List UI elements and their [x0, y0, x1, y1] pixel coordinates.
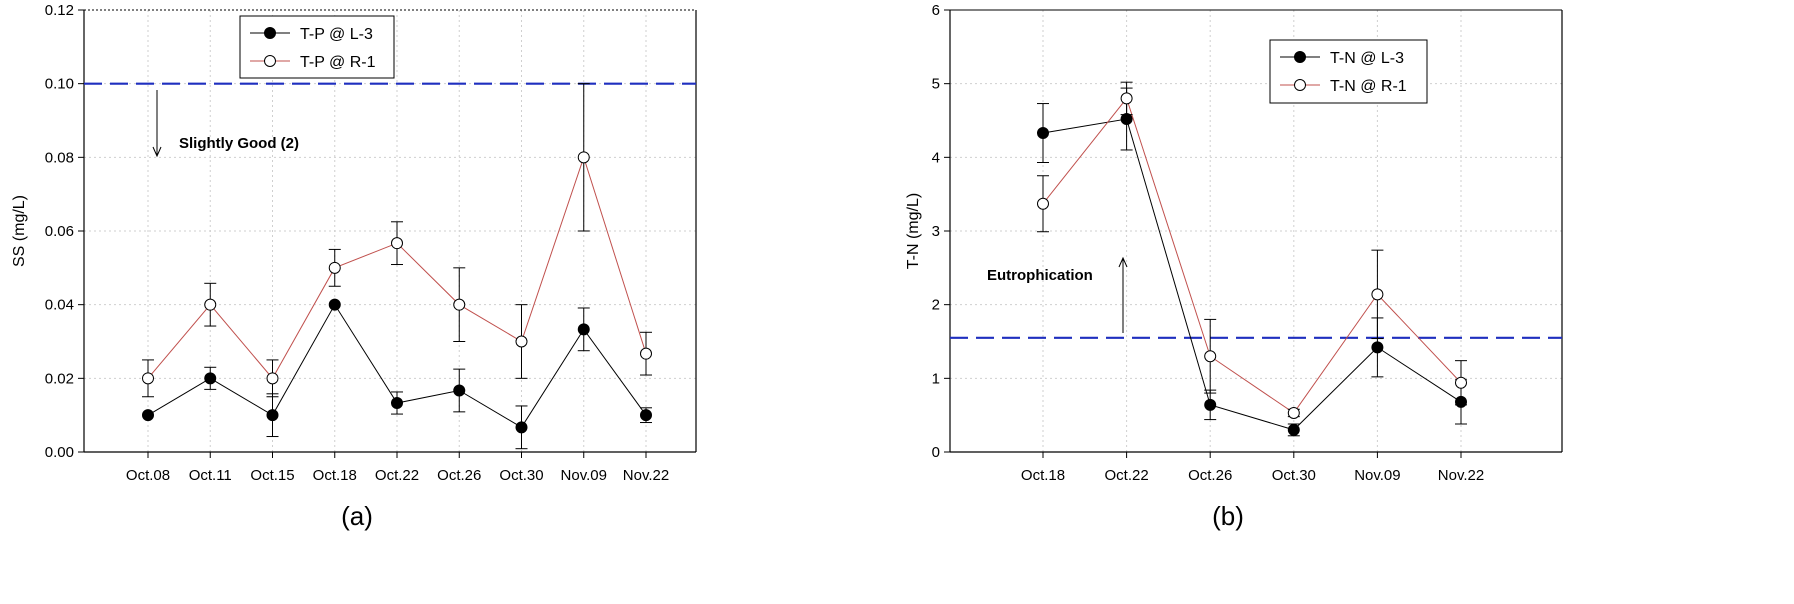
data-point	[328, 261, 341, 274]
x-tick-label: Nov.09	[561, 467, 607, 484]
x-tick-label: Oct.22	[1105, 467, 1149, 484]
data-point	[515, 335, 528, 348]
legend-label: T-N @ L-3	[1330, 50, 1404, 67]
y-tick-label: 1	[932, 370, 940, 387]
y-tick-label: 3	[932, 223, 940, 240]
data-point	[1287, 406, 1300, 419]
legend-label: T-P @ R-1	[300, 54, 376, 71]
legend-box	[1269, 39, 1428, 104]
x-tick-label: Oct.30	[499, 467, 543, 484]
data-point	[142, 409, 154, 422]
data-point	[328, 298, 341, 311]
legend-marker	[264, 27, 276, 39]
y-tick-label: 0.12	[45, 2, 74, 19]
x-tick-label: Oct.26	[1188, 467, 1232, 484]
annotation-label: Slightly Good (2)	[179, 135, 299, 152]
legend-marker	[264, 55, 276, 67]
series-line-1	[1042, 118, 1462, 431]
annotation-label: Eutrophication	[987, 267, 1093, 284]
data-point	[391, 397, 403, 410]
data-point	[1120, 92, 1133, 105]
x-tick-label: Oct.18	[313, 467, 357, 484]
data-point	[204, 298, 217, 311]
x-tick-label: Oct.08	[126, 467, 170, 484]
data-point	[1287, 423, 1300, 436]
data-point	[640, 409, 652, 422]
y-tick-label: 5	[932, 76, 940, 93]
data-point	[640, 347, 652, 360]
series-line-2	[1042, 97, 1462, 414]
data-point	[204, 372, 217, 385]
data-point	[1455, 376, 1467, 389]
x-tick-label: Nov.22	[623, 467, 669, 484]
data-point	[1037, 197, 1049, 210]
y-tick-label: 0.04	[45, 297, 74, 314]
legend-box	[239, 15, 395, 79]
data-point	[1120, 113, 1133, 126]
y-tick-label: 0	[932, 444, 940, 461]
annotation-arrow-head	[1118, 256, 1128, 268]
y-tick-label: 0.02	[45, 370, 74, 387]
chart-panel-a: 0.00 0.02 0.04 0.06 0.08 0.10 0.12 Oct.08 Oct.11…	[11, 2, 697, 531]
y-tick-label: 4	[932, 149, 940, 166]
chart-panel-b: 0 1 2 3 4 5 6 Oct.18 Oct.22 Oct.26 Oct.30 Nov.09 Nov…	[905, 2, 1563, 531]
data-point	[266, 409, 279, 422]
panel-caption: (b)	[1212, 501, 1244, 531]
data-point	[1037, 127, 1049, 140]
x-tick-label: Nov.09	[1354, 467, 1400, 484]
x-tick-label: Oct.18	[1021, 467, 1065, 484]
panel-caption: (a)	[341, 501, 373, 531]
data-point	[1371, 288, 1384, 301]
data-point	[515, 421, 528, 434]
y-tick-label: 2	[932, 297, 940, 314]
x-tick-label: Oct.11	[189, 467, 232, 484]
annotation-arrow-head	[152, 146, 162, 158]
data-point	[391, 237, 403, 250]
x-tick-label: Nov.22	[1438, 467, 1484, 484]
y-axis-label: T-N (mg/L)	[905, 193, 922, 269]
data-point	[453, 384, 466, 397]
legend-label: T-N @ R-1	[1330, 78, 1407, 95]
y-tick-label: 0.06	[45, 223, 74, 240]
y-tick-label: 0.00	[45, 444, 74, 461]
data-point	[577, 323, 590, 336]
legend-marker	[1294, 79, 1306, 91]
y-axis-label: SS (mg/L)	[11, 195, 28, 267]
data-point	[1371, 341, 1384, 354]
y-tick-label: 0.10	[45, 76, 74, 93]
x-tick-label: Oct.15	[250, 467, 294, 484]
x-tick-label: Oct.30	[1272, 467, 1316, 484]
data-point	[1204, 350, 1217, 363]
x-tick-label: Oct.22	[375, 467, 419, 484]
legend-label: T-P @ L-3	[300, 26, 373, 43]
legend-marker	[1294, 51, 1306, 63]
y-tick-label: 6	[932, 2, 940, 19]
data-point	[266, 372, 279, 385]
y-tick-label: 0.08	[45, 149, 74, 166]
x-tick-label: Oct.26	[437, 467, 481, 484]
data-point	[142, 372, 154, 385]
data-point	[453, 298, 466, 311]
data-point	[577, 151, 590, 164]
data-point	[1204, 398, 1217, 411]
